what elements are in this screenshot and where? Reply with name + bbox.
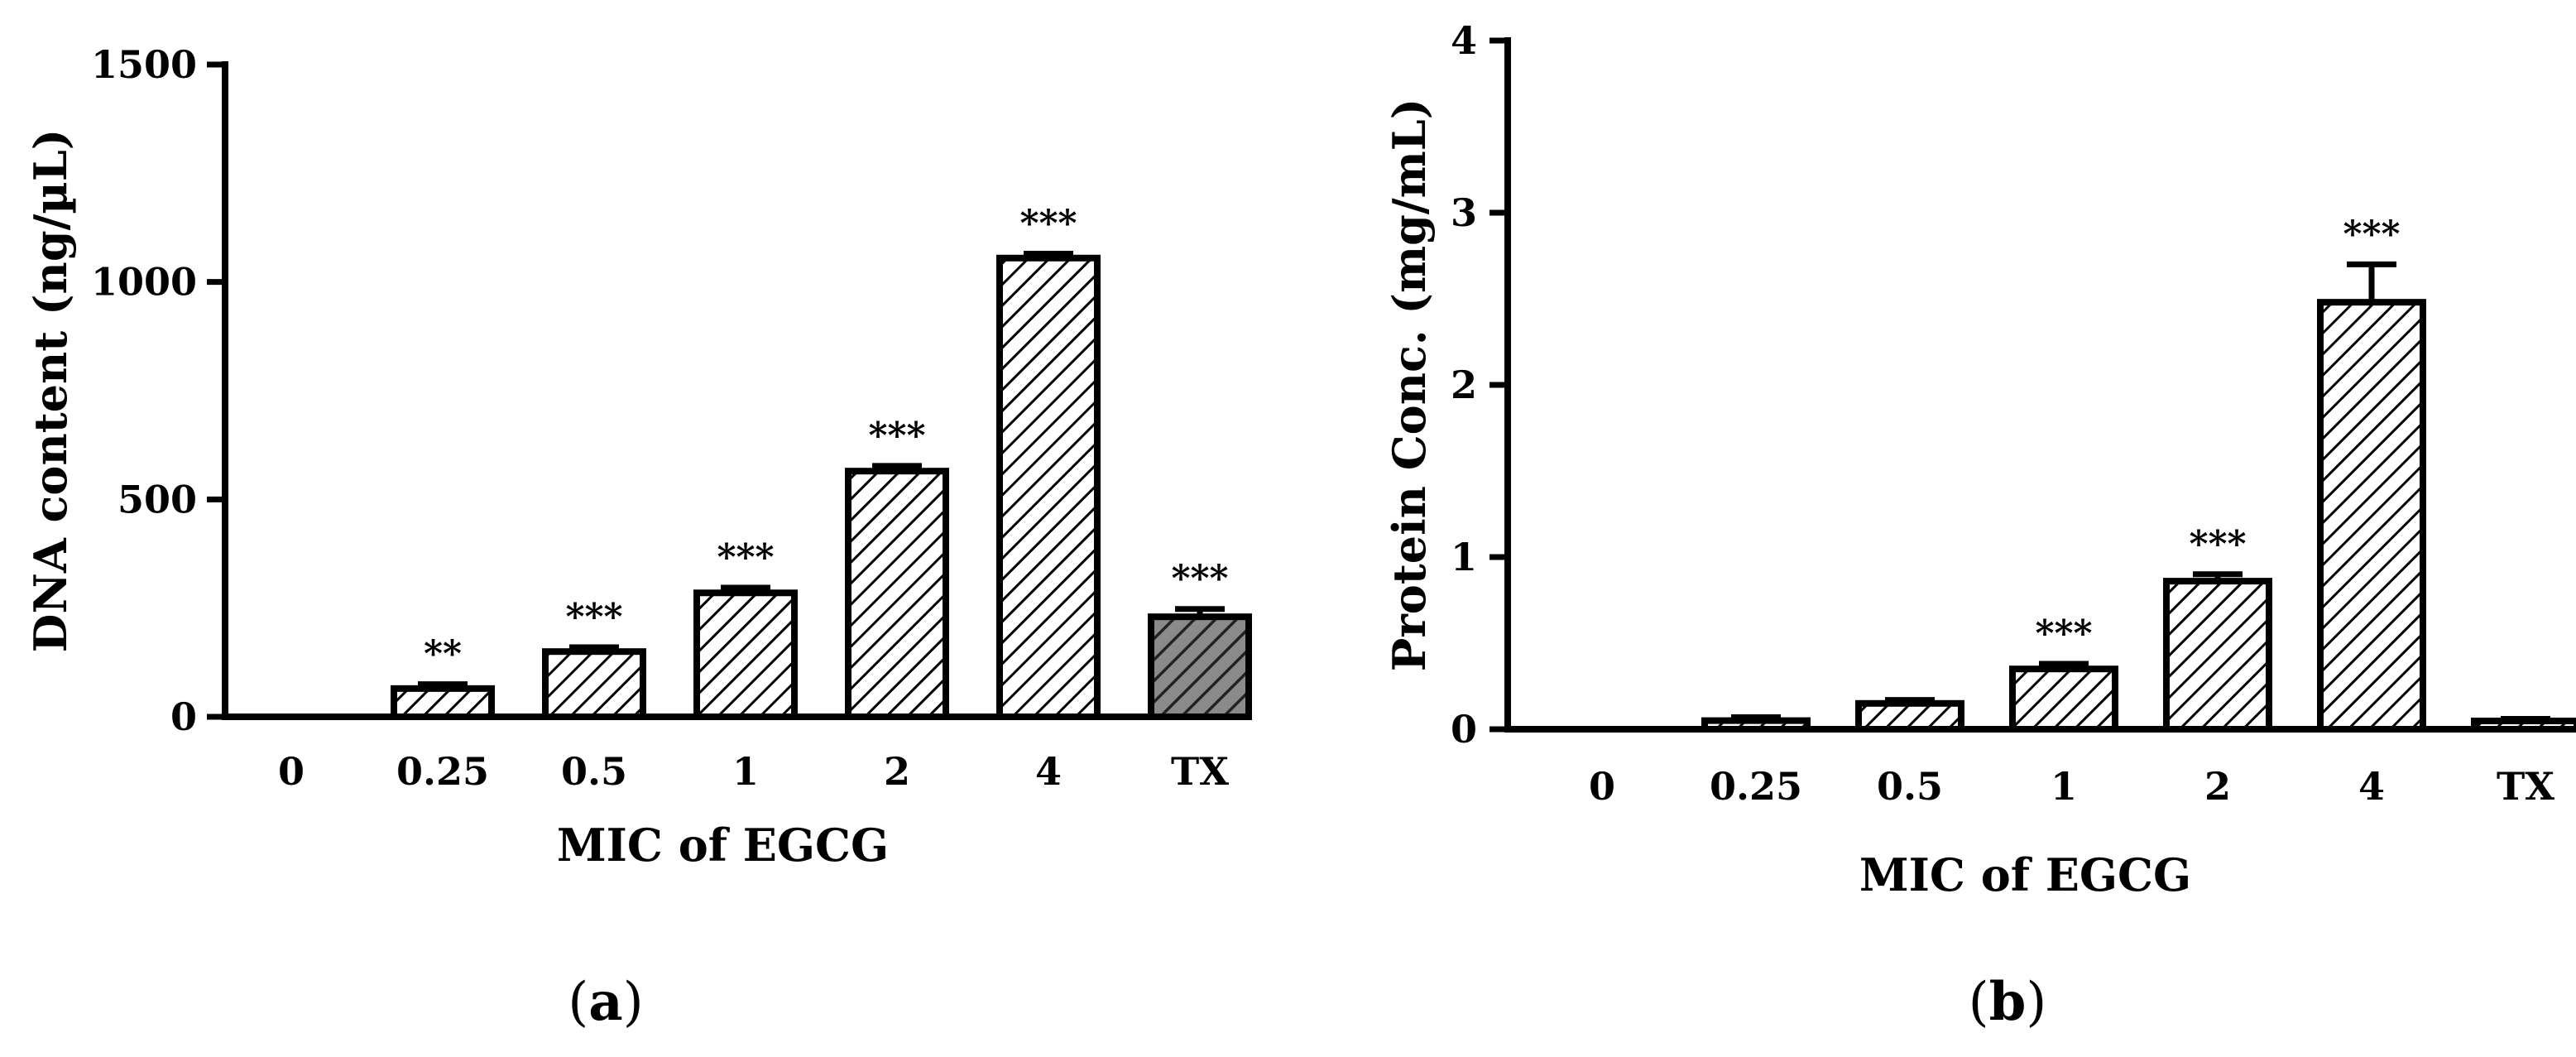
panel-b-y-ticks: 0 1 2 3 4 <box>1451 18 1508 752</box>
panel-a-significance-label: *** <box>717 536 774 579</box>
panel-b-y-tick-label: 1 <box>1451 535 1477 579</box>
panel-b-y-tick-label: 2 <box>1451 363 1477 407</box>
panel-a-label-close: ) <box>623 972 644 1033</box>
panel-b-bars <box>1701 299 2576 733</box>
panel-b-significance-labels: *** *** *** <box>2035 213 2400 655</box>
panel-a-bar-4 <box>996 254 1101 721</box>
panel-b-error-bars <box>1731 261 2550 723</box>
panel-b-y-axis-title: Protein Conc. (mg/mL) <box>1383 98 1436 672</box>
panel-a-y-tick-label: 0 <box>170 694 197 739</box>
panel-b-bar-4 <box>2317 299 2426 733</box>
panel-a-x-tick-label: 2 <box>884 749 910 794</box>
panel-a-bar-TX <box>1148 613 1252 721</box>
panel-b-x-ticks: 0 0.25 0.5 1 2 4 TX <box>1589 764 2554 809</box>
panel-b-y-tick-label: 0 <box>1451 707 1477 752</box>
panel-b-label-close: ) <box>2026 972 2046 1033</box>
panel-b-label-letter: b <box>1989 971 2027 1033</box>
panel-a-label: (a) <box>568 971 643 1033</box>
panel-b-bar-2 <box>2163 578 2272 733</box>
panel-a-significance-label: *** <box>1019 203 1077 245</box>
panel-a-x-ticks: 0 0.25 0.5 1 2 4 TX <box>278 749 1229 794</box>
panel-a-x-tick-label: TX <box>1171 749 1229 794</box>
panel-b-bar-1 <box>2009 665 2118 733</box>
panel-a-x-tick-label: 0.25 <box>396 749 489 794</box>
panel-b-x-tick-label: 0 <box>1589 764 1615 809</box>
panel-a-significance-label: ** <box>424 633 462 675</box>
panel-a-significance-labels: ***************** <box>424 203 1229 675</box>
panel-b-significance-label: *** <box>2343 213 2400 255</box>
panel-b-label-open: ( <box>1969 972 1989 1033</box>
panel-a-y-ticks: 0 500 1000 1500 <box>91 42 225 739</box>
panel-a-bar-0.25 <box>391 685 495 720</box>
panel-b-x-tick-label: 0.5 <box>1877 764 1943 809</box>
panel-a-y-axis-title: DNA content (ng/µL) <box>24 129 77 653</box>
panel-b-significance-label: *** <box>2189 523 2246 565</box>
panel-a-x-tick-label: 0 <box>278 749 305 794</box>
panel-a-error-bars <box>418 251 1225 689</box>
panel-b-x-tick-label: TX <box>2497 764 2554 809</box>
panel-a-y-tick-label: 1000 <box>91 260 197 305</box>
panel-a-label-open: ( <box>568 972 588 1033</box>
panel-a-bar-1 <box>693 589 798 721</box>
panel-a-significance-label: *** <box>868 415 925 457</box>
panel-a-x-tick-label: 1 <box>732 749 759 794</box>
panel-b-x-axis-title: MIC of EGCG <box>1859 848 2191 901</box>
panel-a-bars <box>391 254 1252 721</box>
panel-b-x-tick-label: 2 <box>2204 764 2231 809</box>
panel-b-significance-label: *** <box>2035 613 2092 655</box>
panel-a-y-tick-label: 500 <box>118 477 197 521</box>
panel-b-x-tick-label: 0.25 <box>1710 764 1802 809</box>
panel-b-protein-concentration-chart: *** *** *** 0 1 2 3 4 0 0.25 0.5 1 2 4 TX MIC of EGC… <box>1383 18 2576 1033</box>
panel-b-label: (b) <box>1969 971 2047 1033</box>
panel-a-x-tick-label: 0.5 <box>561 749 627 794</box>
panel-b-x-tick-label: 1 <box>2051 764 2077 809</box>
panel-b-x-tick-label: 4 <box>2358 764 2385 809</box>
panel-a-y-tick-label: 1500 <box>91 42 197 87</box>
panel-a-significance-label: *** <box>565 596 622 638</box>
panel-b-bar-0.5 <box>1855 699 1964 733</box>
panel-b-y-tick-label: 3 <box>1451 190 1477 235</box>
panel-a-label-letter: a <box>588 971 622 1033</box>
panel-a-x-tick-label: 4 <box>1035 749 1062 794</box>
panel-a-bar-0.5 <box>542 648 646 721</box>
panel-a-x-axis-title: MIC of EGCG <box>557 819 889 872</box>
panel-b-y-tick-label: 4 <box>1451 18 1477 63</box>
panel-a-significance-label: *** <box>1171 558 1228 600</box>
panel-a-bar-2 <box>845 468 949 720</box>
